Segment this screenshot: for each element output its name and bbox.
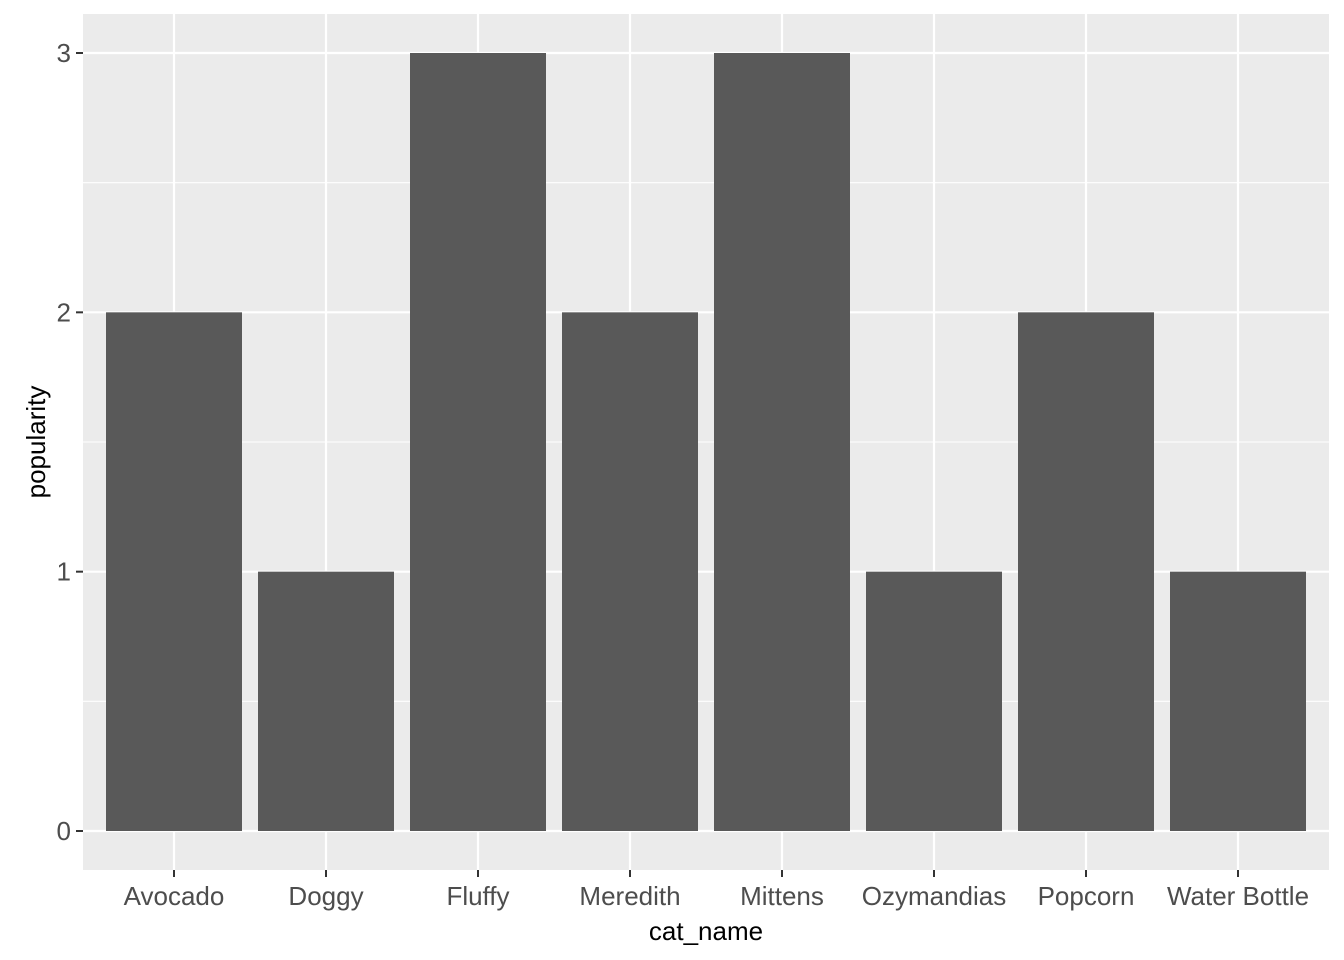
x-tick-label: Doggy bbox=[288, 881, 363, 911]
y-tick-label: 1 bbox=[57, 557, 71, 587]
x-tick-label: Water Bottle bbox=[1167, 881, 1309, 911]
bars bbox=[106, 53, 1306, 831]
bar bbox=[410, 53, 546, 831]
bar bbox=[106, 312, 242, 831]
x-tick-label: Avocado bbox=[124, 881, 225, 911]
y-axis-ticks: 0 1 2 3 bbox=[57, 38, 83, 846]
bar bbox=[258, 571, 394, 831]
y-tick-label: 2 bbox=[57, 297, 71, 327]
bar bbox=[562, 312, 698, 831]
y-axis-title: popularity bbox=[21, 386, 51, 499]
bar bbox=[1170, 571, 1306, 831]
x-tick-label: Popcorn bbox=[1038, 881, 1135, 911]
x-tick-label: Fluffy bbox=[446, 881, 509, 911]
x-tick-label: Meredith bbox=[579, 881, 680, 911]
y-tick-label: 0 bbox=[57, 816, 71, 846]
x-tick-label: Mittens bbox=[740, 881, 824, 911]
x-axis-ticks: Avocado Doggy Fluffy Meredith Mittens Ozymand… bbox=[124, 870, 1309, 911]
bar bbox=[1018, 312, 1154, 831]
bar bbox=[714, 53, 850, 831]
y-tick-label: 3 bbox=[57, 38, 71, 68]
x-axis-title: cat_name bbox=[649, 916, 763, 946]
x-tick-label: Ozymandias bbox=[862, 881, 1007, 911]
bar bbox=[866, 571, 1002, 831]
